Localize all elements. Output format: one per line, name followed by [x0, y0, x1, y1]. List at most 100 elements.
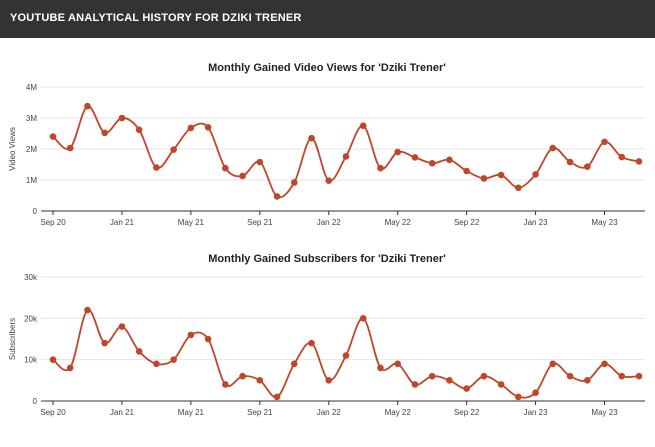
subs-chart-title: Monthly Gained Subscribers for 'Dziki Tr… [208, 253, 446, 265]
subs-y-axis-label: Subscribers [8, 318, 17, 360]
views-x-tick-label: May 21 [178, 218, 205, 227]
views-data-point[interactable] [342, 153, 350, 160]
subs-data-point[interactable] [342, 352, 350, 359]
subs-data-point[interactable] [532, 389, 539, 397]
views-data-point[interactable] [377, 164, 384, 172]
subs-data-point[interactable] [170, 356, 177, 363]
views-data-point[interactable] [359, 122, 367, 130]
views-chart: Monthly Gained Video Views for 'Dziki Tr… [8, 62, 645, 227]
subs-x-tick-label: Jan 21 [110, 408, 135, 417]
subs-y-tick-label: 0 [33, 397, 38, 406]
views-data-point[interactable] [446, 156, 453, 164]
subs-data-point[interactable] [153, 360, 160, 368]
subs-data-point[interactable] [566, 372, 574, 380]
subs-data-point[interactable] [204, 335, 212, 343]
subs-x-tick-label: Jan 23 [524, 408, 549, 417]
subs-data-point[interactable] [118, 323, 126, 330]
views-y-tick-label: 0 [33, 207, 38, 216]
views-x-tick-label: May 22 [385, 218, 412, 227]
views-data-point[interactable] [428, 159, 436, 167]
views-data-point[interactable] [480, 175, 488, 182]
views-x-tick-label: Jan 22 [317, 218, 342, 227]
views-data-point[interactable] [153, 164, 160, 171]
subs-data-point[interactable] [377, 364, 384, 372]
views-data-point[interactable] [308, 134, 315, 142]
subs-data-point[interactable] [187, 331, 195, 339]
views-data-point[interactable] [222, 164, 229, 172]
subs-data-point[interactable] [463, 385, 470, 392]
subs-data-point[interactable] [135, 348, 143, 355]
views-data-point[interactable] [583, 163, 591, 170]
views-data-point[interactable] [84, 102, 91, 110]
subs-data-point[interactable] [618, 372, 626, 380]
views-data-point[interactable] [170, 146, 177, 153]
views-x-tick-label: Jan 23 [524, 218, 549, 227]
subs-data-point[interactable] [290, 360, 298, 368]
subs-y-tick-label: 20k [24, 314, 38, 323]
subs-data-point[interactable] [411, 381, 419, 388]
views-data-point[interactable] [290, 179, 298, 186]
page-title: YOUTUBE ANALYTICAL HISTORY FOR DZIKI TRE… [10, 12, 302, 24]
subs-data-point[interactable] [308, 339, 315, 347]
views-chart-title: Monthly Gained Video Views for 'Dziki Tr… [208, 62, 446, 74]
views-x-tick-label: Sep 21 [247, 218, 273, 227]
views-data-point[interactable] [187, 124, 195, 132]
views-data-point[interactable] [566, 158, 574, 166]
subs-data-point[interactable] [480, 372, 488, 380]
views-data-point[interactable] [411, 154, 419, 161]
subscribers-chart: Monthly Gained Subscribers for 'Dziki Tr… [8, 253, 645, 417]
subs-x-tick-label: May 22 [385, 408, 412, 417]
views-x-tick-label: Sep 22 [454, 218, 480, 227]
subs-data-point[interactable] [601, 360, 608, 368]
subs-data-point[interactable] [583, 377, 591, 384]
views-data-point[interactable] [463, 167, 470, 175]
subs-data-point[interactable] [515, 393, 522, 401]
views-data-point[interactable] [532, 171, 539, 178]
views-data-point[interactable] [601, 138, 608, 146]
header-bar: YOUTUBE ANALYTICAL HISTORY FOR DZIKI TRE… [0, 0, 655, 38]
views-data-point[interactable] [135, 126, 143, 134]
subs-data-point[interactable] [394, 360, 402, 368]
subs-data-point[interactable] [222, 381, 229, 388]
views-data-point[interactable] [497, 171, 505, 179]
subs-data-point[interactable] [428, 372, 436, 380]
subs-data-point[interactable] [273, 393, 281, 401]
subs-data-point[interactable] [239, 372, 246, 380]
views-data-point[interactable] [118, 114, 126, 122]
views-data-point[interactable] [635, 158, 643, 165]
views-data-point[interactable] [394, 148, 402, 156]
subs-x-tick-label: May 21 [178, 408, 205, 417]
subs-y-tick-label: 10k [24, 356, 38, 365]
subs-data-point[interactable] [256, 377, 264, 384]
views-data-point[interactable] [204, 124, 212, 131]
subs-data-point[interactable] [446, 377, 453, 384]
subs-x-tick-label: Sep 20 [40, 408, 66, 417]
subs-data-point[interactable] [635, 372, 643, 380]
views-data-point[interactable] [101, 129, 109, 137]
subs-data-point[interactable] [359, 315, 367, 322]
subs-y-tick-label: 30k [24, 273, 38, 282]
subs-data-point[interactable] [497, 381, 505, 388]
subs-data-point[interactable] [66, 364, 74, 372]
views-series-line [52, 105, 640, 199]
views-data-point[interactable] [515, 184, 522, 192]
subs-data-point[interactable] [49, 356, 57, 363]
views-data-point[interactable] [49, 133, 57, 140]
views-data-point[interactable] [549, 144, 557, 152]
views-data-point[interactable] [256, 158, 264, 166]
views-data-point[interactable] [239, 172, 246, 180]
views-data-point[interactable] [325, 177, 333, 184]
views-y-tick-label: 3M [26, 114, 37, 123]
subs-x-tick-label: Jan 22 [317, 408, 342, 417]
subs-data-point[interactable] [325, 377, 333, 384]
views-data-point[interactable] [66, 144, 74, 152]
subs-data-point[interactable] [549, 360, 557, 368]
views-x-tick-label: Jan 21 [110, 218, 135, 227]
views-data-point[interactable] [618, 153, 626, 161]
subs-data-point[interactable] [101, 339, 109, 347]
subs-x-tick-label: May 23 [591, 408, 618, 417]
views-y-axis-label: Video Views [8, 127, 17, 171]
subs-data-point[interactable] [84, 306, 91, 314]
views-data-point[interactable] [273, 193, 281, 200]
views-x-tick-label: Sep 20 [40, 218, 66, 227]
